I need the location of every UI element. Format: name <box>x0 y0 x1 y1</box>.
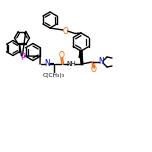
Text: O: O <box>59 52 64 60</box>
Text: N: N <box>98 57 104 67</box>
Text: O: O <box>91 66 96 74</box>
Text: N: N <box>44 59 50 69</box>
Text: C(CH₃)₃: C(CH₃)₃ <box>43 74 65 78</box>
Text: NH: NH <box>66 61 76 67</box>
Text: P: P <box>20 52 26 62</box>
Text: O: O <box>63 26 68 36</box>
